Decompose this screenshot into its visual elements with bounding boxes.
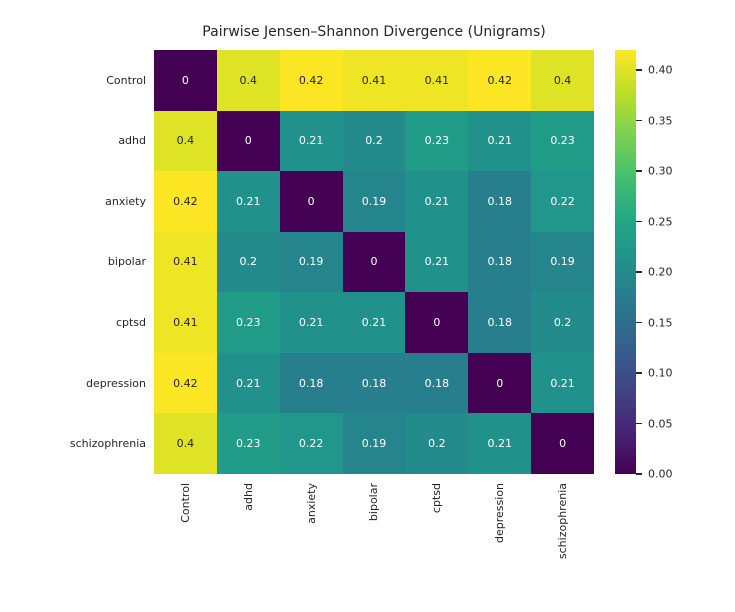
- colorbar-tick-label: 0.20: [648, 265, 673, 279]
- x-tick-label: bipolar: [367, 483, 381, 522]
- colorbar-tick-mark: [636, 119, 642, 122]
- heatmap-cell: 0.2: [342, 110, 406, 172]
- colorbar-tick-mark: [636, 473, 642, 475]
- heatmap-cell: 0.23: [531, 110, 594, 172]
- heatmap-cell: 0: [279, 171, 343, 232]
- heatmap-cell: 0.2: [216, 231, 280, 293]
- colorbar-tick-mark: [636, 220, 642, 223]
- heatmap-cell: 0.4: [531, 50, 594, 111]
- heatmap-cell: 0.21: [216, 171, 280, 232]
- colorbar-tick-label: 0.00: [648, 467, 673, 481]
- heatmap-cell: 0.41: [405, 50, 469, 111]
- heatmap-cell: 0.21: [342, 292, 406, 353]
- y-tick-label: depression: [85, 376, 146, 390]
- heatmap-cell: 0.41: [154, 231, 217, 293]
- heatmap-cell: 0.19: [531, 231, 594, 293]
- heatmap-cell: 0.21: [405, 171, 469, 232]
- heatmap-cell: 0.21: [468, 413, 532, 474]
- heatmap-cell: 0.21: [468, 110, 532, 172]
- y-tick-label: bipolar: [107, 255, 146, 269]
- heatmap-grid: 0 0.4 0.42 0.41 0.41 0.42 0.4 0.4 0 0.21 0.2 0.23 0.…: [154, 50, 594, 474]
- heatmap-cell: 0.18: [342, 352, 406, 414]
- colorbar-tick-label: 0.10: [648, 366, 673, 380]
- heatmap-cell: 0.23: [405, 110, 469, 172]
- heatmap-cell: 0.21: [531, 352, 594, 414]
- heatmap-cell: 0.21: [279, 110, 343, 172]
- heatmap-cell: 0.4: [154, 413, 217, 474]
- heatmap-cell: 0.18: [468, 171, 532, 232]
- heatmap-cell: 0.18: [468, 231, 532, 293]
- colorbar-tick-mark: [636, 422, 642, 425]
- heatmap-cell: 0: [342, 231, 406, 293]
- heatmap-cell: 0.4: [154, 110, 217, 172]
- colorbar-tick-mark: [636, 372, 642, 374]
- heatmap-cell: 0.22: [531, 171, 594, 232]
- heatmap-cell: 0.2: [405, 413, 469, 474]
- colorbar-tick-mark: [636, 69, 642, 71]
- colorbar-tick-label: 0.30: [648, 164, 673, 178]
- heatmap-cell: 0.42: [468, 50, 532, 111]
- heatmap-cell: 0.21: [279, 292, 343, 353]
- heatmap-cell: 0: [405, 292, 469, 353]
- heatmap-cell: 0.42: [279, 50, 343, 111]
- colorbar-tick-label: 0.25: [648, 215, 673, 229]
- heatmap-cell: 0: [154, 50, 217, 111]
- heatmap-cell: 0.21: [405, 231, 469, 293]
- heatmap-cell: 0.2: [531, 292, 594, 353]
- x-tick-label: depression: [493, 483, 507, 544]
- x-tick-label: anxiety: [304, 483, 318, 524]
- x-tick-label: schizophrenia: [556, 483, 570, 560]
- y-tick-label: adhd: [118, 134, 146, 148]
- y-tick-label: schizophrenia: [69, 437, 146, 451]
- x-tick-label: cptsd: [430, 483, 444, 514]
- heatmap-cell: 0: [468, 352, 532, 414]
- x-tick-label: Control: [178, 483, 192, 523]
- heatmap-cell: 0.19: [279, 231, 343, 293]
- colorbar-tick-label: 0.15: [648, 316, 673, 330]
- heatmap-cell: 0.18: [468, 292, 532, 353]
- chart-title: Pairwise Jensen–Shannon Divergence (Unig…: [202, 24, 546, 40]
- heatmap-cell: 0.23: [216, 292, 280, 353]
- heatmap-cell: 0.42: [154, 171, 217, 232]
- heatmap-cell: 0.18: [279, 352, 343, 414]
- heatmap-cell: 0: [216, 110, 280, 172]
- y-tick-label: anxiety: [105, 194, 146, 208]
- colorbar-tick-label: 0.40: [648, 63, 673, 77]
- heatmap-cell: 0.41: [342, 50, 406, 111]
- heatmap-cell: 0.23: [216, 413, 280, 474]
- heatmap-cell: 0.4: [216, 50, 280, 111]
- colorbar-tick-mark: [636, 170, 642, 172]
- heatmap-cell: 0.21: [216, 352, 280, 414]
- x-tick-label: adhd: [241, 483, 255, 511]
- colorbar-tick-mark: [636, 271, 642, 273]
- colorbar: [615, 50, 636, 474]
- heatmap-cell: 0: [531, 413, 594, 474]
- colorbar-tick-mark: [636, 321, 642, 324]
- y-tick-label: cptsd: [115, 316, 146, 330]
- heatmap-cell: 0.41: [154, 292, 217, 353]
- colorbar-tick-label: 0.05: [648, 417, 673, 431]
- y-tick-label: Control: [106, 73, 146, 87]
- heatmap-cell: 0.42: [154, 352, 217, 414]
- colorbar-tick-label: 0.35: [648, 114, 673, 128]
- heatmap-cell: 0.18: [405, 352, 469, 414]
- heatmap-cell: 0.19: [342, 171, 406, 232]
- heatmap-cell: 0.22: [279, 413, 343, 474]
- heatmap-cell: 0.19: [342, 413, 406, 474]
